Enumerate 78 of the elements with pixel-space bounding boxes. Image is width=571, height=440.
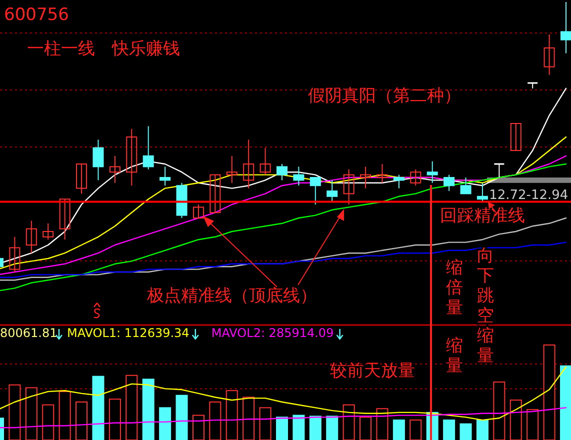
bar xyxy=(142,378,154,440)
bar xyxy=(259,407,272,440)
bar xyxy=(92,376,104,440)
candlestick xyxy=(226,155,238,184)
bar xyxy=(242,396,255,440)
annotation: 假阴真阳（第二种） xyxy=(308,86,461,106)
annotation: 600756 xyxy=(4,5,69,25)
candlestick xyxy=(360,166,372,189)
candlestick xyxy=(26,220,37,254)
annotation: 向下跳空缩量 xyxy=(477,246,494,366)
candlestick xyxy=(310,177,321,205)
candlestick xyxy=(92,139,104,181)
band-label: 12.72-12.94 xyxy=(489,188,568,203)
bar xyxy=(510,400,522,440)
candlestick xyxy=(42,222,54,240)
bar xyxy=(543,344,556,440)
candlestick xyxy=(192,204,204,218)
candlestick xyxy=(260,147,271,176)
candlestick xyxy=(276,164,288,181)
candlestick xyxy=(59,198,70,240)
candlestick xyxy=(326,180,338,202)
annotation: 较前天放量 xyxy=(330,361,415,381)
candlestick xyxy=(126,128,138,186)
candlestick xyxy=(343,168,354,205)
candlestick xyxy=(460,177,472,194)
bar xyxy=(25,387,38,440)
candlestick xyxy=(426,160,438,184)
bar xyxy=(292,414,305,440)
bar xyxy=(276,416,288,440)
candlestick xyxy=(293,166,304,186)
bar xyxy=(443,420,456,440)
candlestick xyxy=(160,166,171,186)
text: 80061.81 xyxy=(0,326,58,340)
bar xyxy=(392,420,405,440)
bar xyxy=(360,416,372,440)
bar xyxy=(108,398,121,440)
bar xyxy=(159,407,172,440)
candlestick xyxy=(376,164,388,184)
candlestick xyxy=(393,174,404,189)
bar xyxy=(42,404,54,440)
candlestick xyxy=(476,182,488,202)
candlestick xyxy=(210,174,221,214)
text: MAVOL2: 285914.09 xyxy=(211,326,334,340)
annotation: 一柱一线 快乐赚钱 xyxy=(27,39,180,59)
bar xyxy=(209,402,222,440)
candlestick xyxy=(510,123,522,151)
bar xyxy=(410,420,422,440)
bar xyxy=(76,402,88,440)
text: MAVOL1: 112639.34 xyxy=(67,326,190,340)
candlestick xyxy=(410,168,422,186)
bar xyxy=(8,384,21,440)
bar xyxy=(493,382,506,440)
bar xyxy=(176,394,188,440)
candlestick xyxy=(243,139,254,189)
bar xyxy=(309,416,322,440)
candlestick xyxy=(444,174,455,192)
bar xyxy=(526,409,539,440)
bar xyxy=(58,391,71,440)
text: 极点精准线（顶底线） xyxy=(146,286,317,306)
bar xyxy=(226,390,238,440)
annotation: 缩倍量 xyxy=(446,258,463,318)
candlestick xyxy=(560,2,571,54)
bar xyxy=(342,404,355,440)
bar xyxy=(376,408,388,440)
bar xyxy=(326,416,338,440)
candlestick xyxy=(142,126,154,170)
bar xyxy=(460,423,472,440)
candlestick xyxy=(76,164,88,194)
candlestick xyxy=(493,163,505,178)
bar xyxy=(476,420,488,440)
annotation: 回踩精准线 xyxy=(440,206,525,226)
candlestick xyxy=(109,155,120,184)
bar xyxy=(192,414,204,440)
candlestick xyxy=(9,236,20,272)
bar xyxy=(560,365,571,440)
candlestick xyxy=(544,34,555,76)
bar xyxy=(126,374,138,440)
annotation: 缩量 xyxy=(446,336,463,376)
